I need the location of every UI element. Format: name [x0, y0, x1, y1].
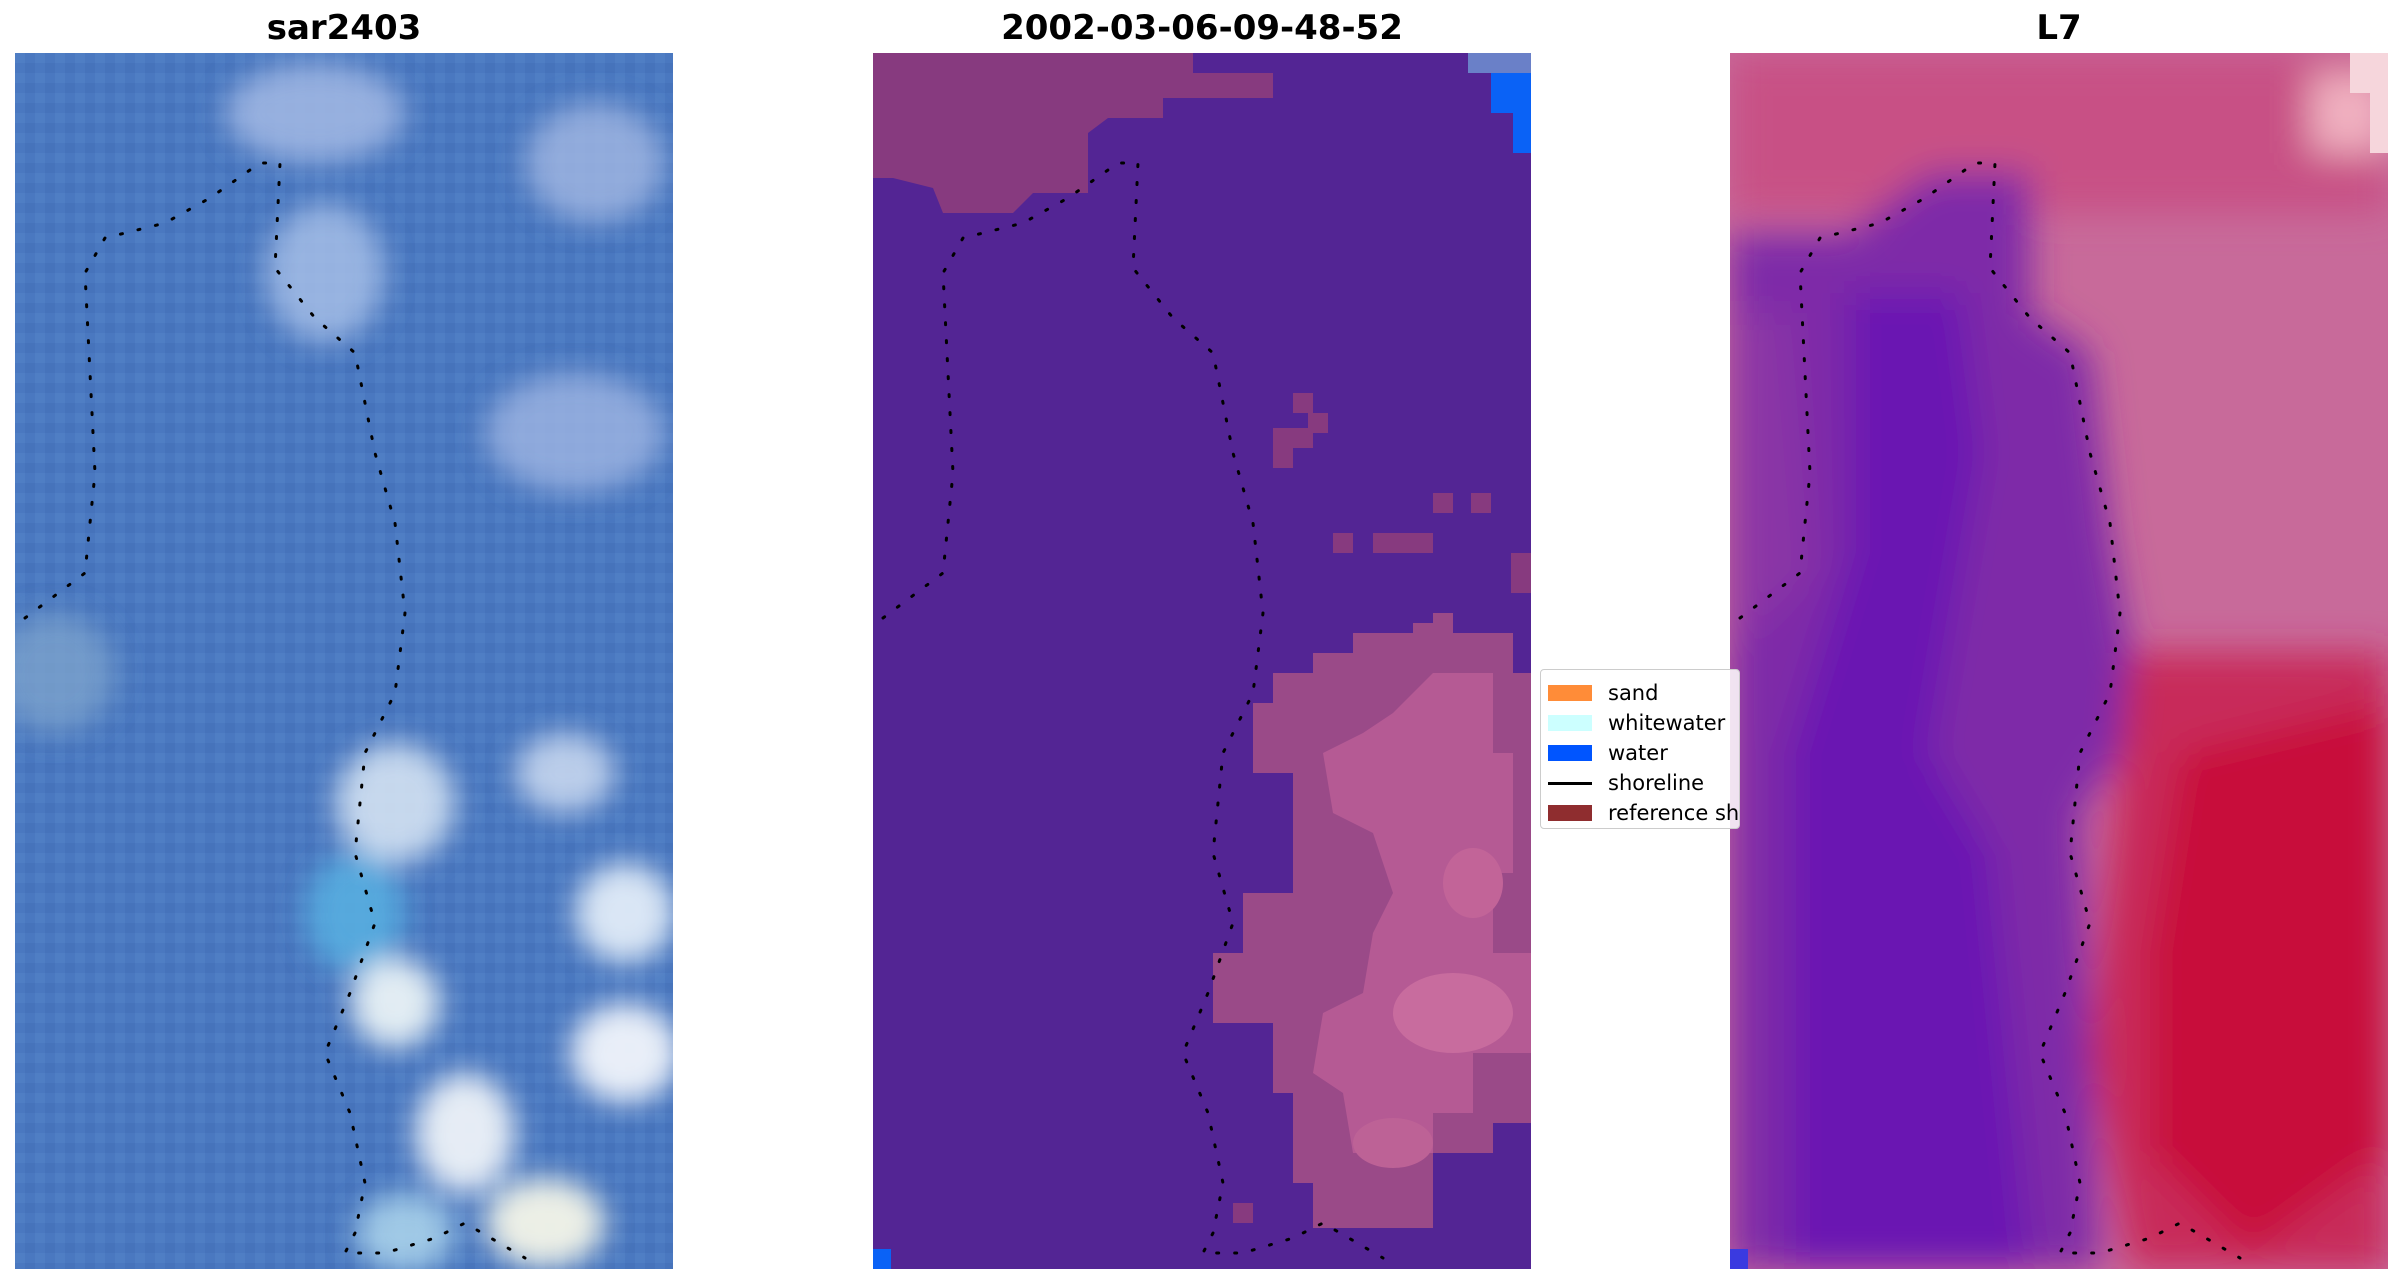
- legend-label: sand: [1608, 681, 1659, 705]
- land-highlight: [1443, 848, 1503, 918]
- land-pixel: [1471, 493, 1491, 513]
- panel-title-l7: L7: [2036, 8, 2082, 48]
- sand-swatch: [1548, 685, 1592, 701]
- legend-label: shoreline: [1608, 771, 1705, 795]
- panel-title-date: 2002-03-06-09-48-52: [1001, 8, 1403, 48]
- satellite-image-panel: [15, 53, 673, 1269]
- water-patch: [873, 1249, 891, 1269]
- land-patch: [873, 53, 1273, 213]
- water-patch: [1491, 73, 1531, 153]
- legend-label: water: [1608, 741, 1668, 765]
- index-image-panel: [1730, 53, 2388, 1269]
- legend-item-whitewater: whitewater: [1548, 708, 1739, 736]
- water-swatch: [1548, 745, 1592, 761]
- legend-item-sand: sand: [1548, 678, 1739, 706]
- land-highlight: [1393, 973, 1513, 1053]
- land-pixel: [1511, 553, 1531, 593]
- shoreline-line: [1548, 782, 1592, 785]
- reference-shoreline-swatch: [1548, 805, 1592, 821]
- land-pixel: [1273, 448, 1293, 468]
- legend: sand whitewater water shoreline referenc…: [1540, 669, 1740, 829]
- cloud-features: [15, 63, 673, 1269]
- legend-label: reference sh: [1608, 801, 1740, 825]
- legend-item-reference-shoreline: reference sh: [1548, 798, 1740, 826]
- index-image: [1730, 53, 2388, 1269]
- legend-item-water: water: [1548, 738, 1739, 766]
- whitewater-swatch: [1548, 715, 1592, 731]
- bright-pixel: [2350, 53, 2388, 93]
- index-gradient: [1730, 53, 2388, 1269]
- land-pixel: [1333, 533, 1353, 553]
- classified-image: [873, 53, 1531, 1269]
- legend-label: whitewater: [1608, 711, 1726, 735]
- shoreline-dots: [881, 161, 1385, 1260]
- land-pixel: [1273, 428, 1313, 448]
- land-pixel: [1373, 533, 1433, 553]
- land-pixel: [1293, 393, 1313, 413]
- shoreline-dots: [23, 161, 527, 1260]
- land-pixel: [1233, 1203, 1253, 1223]
- classified-image-panel: [873, 53, 1531, 1269]
- water-patch: [1468, 53, 1531, 73]
- land-pixel: [1433, 493, 1453, 513]
- blue-pixel: [1730, 1249, 1748, 1269]
- shoreline-dots: [1738, 161, 2242, 1260]
- bright-pixel: [2370, 93, 2388, 153]
- panel-title-rgb: sar2403: [266, 8, 422, 48]
- legend-item-shoreline: shoreline: [1548, 768, 1739, 796]
- satellite-image: [15, 53, 673, 1269]
- land-highlight: [1353, 1118, 1433, 1168]
